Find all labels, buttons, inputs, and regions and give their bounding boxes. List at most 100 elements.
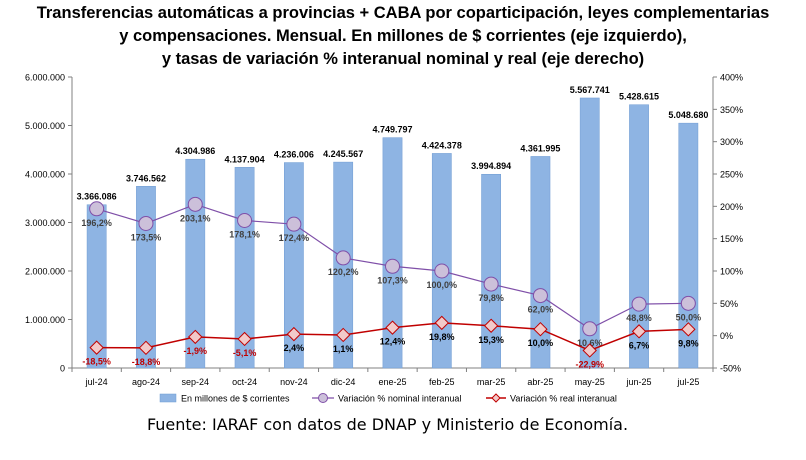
real-data-label: 2,4% bbox=[284, 343, 305, 353]
bar-value-label: 3.366.086 bbox=[77, 192, 117, 202]
right-tick-label: 400% bbox=[720, 73, 743, 83]
nominal-data-label: 62,0% bbox=[528, 305, 554, 315]
x-tick-label: jul-24 bbox=[85, 377, 108, 387]
real-point bbox=[188, 329, 203, 345]
bar bbox=[481, 173, 501, 369]
nominal-point bbox=[680, 295, 696, 311]
bar-value-label: 4.424.378 bbox=[422, 140, 462, 150]
x-tick-label: nov-24 bbox=[280, 377, 308, 387]
nominal-data-label: 173,5% bbox=[131, 232, 162, 242]
nominal-point bbox=[483, 276, 499, 292]
bar-value-label: 5.567.741 bbox=[570, 85, 610, 95]
real-data-label: 9,8% bbox=[678, 338, 699, 348]
right-tick-label: 50% bbox=[720, 299, 738, 309]
right-tick-label: 0% bbox=[720, 331, 733, 341]
bar-value-label: 5.428.615 bbox=[619, 92, 659, 102]
real-point bbox=[335, 327, 351, 343]
bar-value-label: 5.048.680 bbox=[668, 110, 708, 120]
bar-value-label: 4.137.904 bbox=[225, 154, 265, 164]
real-data-label: 15,3% bbox=[478, 335, 504, 345]
left-tick-label: 5.000.000 bbox=[25, 121, 65, 131]
nominal-point bbox=[434, 263, 450, 279]
real-data-label: 10,0% bbox=[528, 338, 554, 348]
bar-value-label: 4.236.006 bbox=[274, 150, 314, 160]
left-tick-label: 3.000.000 bbox=[25, 218, 65, 228]
real-data-label: 12,4% bbox=[380, 337, 406, 347]
bar-value-label: 4.304.986 bbox=[175, 146, 215, 156]
nominal-point bbox=[385, 258, 400, 274]
right-tick-label: 200% bbox=[720, 202, 743, 212]
real-data-label: -22,9% bbox=[575, 359, 604, 369]
x-tick-label: sep-24 bbox=[182, 377, 210, 387]
nominal-data-label: 48,8% bbox=[626, 313, 652, 323]
nominal-data-label: 10,6% bbox=[577, 338, 603, 348]
real-data-label: 19,8% bbox=[429, 332, 455, 342]
right-tick-label: 350% bbox=[720, 105, 743, 115]
left-tick-label: 6.000.000 bbox=[25, 73, 65, 83]
nominal-point bbox=[532, 288, 548, 304]
real-data-label: 1,1% bbox=[333, 344, 354, 354]
left-tick-label: 1.000.000 bbox=[25, 315, 65, 325]
nominal-data-label: 100,0% bbox=[427, 280, 458, 290]
real-data-label: -18,8% bbox=[132, 357, 161, 367]
real-point bbox=[89, 340, 104, 355]
x-tick-label: may-25 bbox=[575, 377, 605, 387]
left-tick-label: 2.000.000 bbox=[25, 267, 65, 277]
real-point bbox=[483, 318, 499, 333]
real-point bbox=[582, 343, 597, 358]
bar-value-label: 4.749.797 bbox=[372, 125, 412, 135]
real-point bbox=[681, 322, 696, 337]
x-tick-label: oct-24 bbox=[232, 377, 257, 387]
chart-title-line-1: Transferencias automáticas a provincias … bbox=[36, 4, 770, 22]
bar-value-label: 3.994.894 bbox=[471, 161, 511, 171]
chart-title-line-2: y compensaciones. Mensual. En millones d… bbox=[119, 27, 687, 45]
real-data-label: -1,9% bbox=[184, 346, 208, 356]
right-tick-label: 100% bbox=[720, 267, 743, 277]
right-tick-label: 250% bbox=[720, 170, 743, 180]
x-tick-label: mar-25 bbox=[477, 377, 506, 387]
bar bbox=[382, 137, 403, 369]
real-point bbox=[286, 326, 302, 342]
nominal-data-label: 79,8% bbox=[478, 293, 504, 303]
bar bbox=[530, 156, 551, 369]
bar bbox=[579, 97, 600, 369]
chart-title: Transferencias automáticas a provincias … bbox=[0, 2, 806, 71]
nominal-data-label: 172,4% bbox=[279, 233, 310, 243]
nominal-point bbox=[187, 196, 203, 212]
x-tick-label: feb-25 bbox=[429, 377, 455, 387]
bar-value-label: 4.245.567 bbox=[323, 149, 363, 159]
bar bbox=[431, 153, 452, 369]
x-tick-label: jun-25 bbox=[626, 377, 652, 387]
bar bbox=[185, 158, 206, 369]
x-tick-label: jul-25 bbox=[676, 377, 699, 387]
real-point bbox=[533, 321, 548, 337]
x-tick-label: abr-25 bbox=[527, 377, 553, 387]
real-data-label: -18,5% bbox=[82, 357, 111, 367]
nominal-point bbox=[89, 201, 105, 217]
nominal-data-label: 50,0% bbox=[676, 312, 702, 322]
real-data-label: -5,1% bbox=[233, 348, 257, 358]
legend-bar-label: En millones de $ corrientes bbox=[181, 394, 290, 404]
legend-nominal-label: Variación % nominal interanual bbox=[338, 394, 461, 404]
left-tick-label: 4.000.000 bbox=[25, 170, 65, 180]
nominal-point bbox=[582, 321, 598, 337]
chart-title-line-3: y tasas de variación % interanual nomina… bbox=[161, 50, 645, 68]
real-point bbox=[138, 340, 154, 356]
bar bbox=[136, 186, 156, 369]
legend-nominal-marker bbox=[318, 393, 328, 403]
nominal-point bbox=[138, 215, 154, 231]
x-tick-label: ago-24 bbox=[132, 377, 160, 387]
bar-value-label: 4.361.995 bbox=[520, 143, 560, 153]
real-point bbox=[237, 331, 252, 347]
nominal-data-label: 178,1% bbox=[229, 229, 260, 239]
nominal-data-label: 107,3% bbox=[377, 275, 408, 285]
real-point bbox=[385, 320, 400, 335]
nominal-data-label: 196,2% bbox=[81, 218, 112, 228]
nominal-point bbox=[335, 250, 351, 266]
nominal-data-label: 120,2% bbox=[328, 267, 359, 277]
right-tick-label: -50% bbox=[720, 364, 741, 374]
legend-real-marker bbox=[491, 393, 501, 403]
x-tick-label: ene-25 bbox=[378, 377, 406, 387]
real-data-label: 6,7% bbox=[629, 340, 650, 350]
